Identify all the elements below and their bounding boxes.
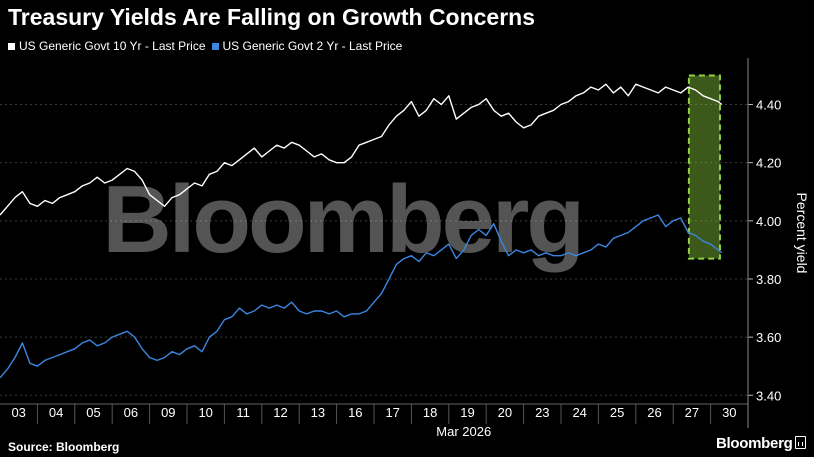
x-tick-label: 18 bbox=[423, 405, 437, 420]
x-tick-label: 27 bbox=[685, 405, 699, 420]
x-axis-label: Mar 2026 bbox=[436, 424, 491, 439]
x-tick-label: 16 bbox=[348, 405, 362, 420]
x-tick-label: 03 bbox=[11, 405, 25, 420]
y-tick-label: 4.20 bbox=[756, 156, 781, 171]
x-tick-label: 05 bbox=[86, 405, 100, 420]
x-tick-label: 19 bbox=[460, 405, 474, 420]
x-tick-label: 24 bbox=[572, 405, 586, 420]
x-tick-label: 20 bbox=[498, 405, 512, 420]
series-line-10yr bbox=[0, 83, 723, 216]
x-tick-label: 09 bbox=[161, 405, 175, 420]
x-tick-label: 10 bbox=[198, 405, 212, 420]
y-tick-label: 3.60 bbox=[756, 330, 781, 345]
source-note: Source: Bloomberg bbox=[8, 440, 120, 454]
x-tick-label: 26 bbox=[647, 405, 661, 420]
x-tick-label: 04 bbox=[49, 405, 63, 420]
x-tick-label: 23 bbox=[535, 405, 549, 420]
x-tick-label: 12 bbox=[273, 405, 287, 420]
y-tick-label: 4.40 bbox=[756, 98, 781, 113]
legend-label-10yr: US Generic Govt 10 Yr - Last Price bbox=[19, 39, 206, 53]
chart-title: Treasury Yields Are Falling on Growth Co… bbox=[8, 4, 536, 30]
x-tick-label: 17 bbox=[385, 405, 399, 420]
x-tick-label: 30 bbox=[722, 405, 736, 420]
legend-item-2yr: US Generic Govt 2 Yr - Last Price bbox=[211, 39, 403, 53]
legend: US Generic Govt 10 Yr - Last Price US Ge… bbox=[8, 39, 408, 53]
highlight-box bbox=[687, 74, 721, 260]
terminal-icon bbox=[795, 436, 807, 449]
legend-label-2yr: US Generic Govt 2 Yr - Last Price bbox=[222, 39, 403, 53]
y-tick-label: 3.80 bbox=[756, 272, 781, 287]
y-tick-label: 3.40 bbox=[756, 388, 781, 403]
brand-logo: Bloomberg bbox=[716, 435, 807, 452]
series-line-2yr bbox=[0, 214, 723, 379]
x-tick-label: 13 bbox=[311, 405, 325, 420]
brand-name: Bloomberg bbox=[716, 435, 793, 452]
x-tick-label: 06 bbox=[124, 405, 138, 420]
y-axis-label: Percent yield bbox=[794, 193, 810, 274]
watermark: Bloomberg bbox=[102, 166, 582, 273]
legend-swatch-10yr bbox=[8, 42, 15, 50]
x-tick-label: 25 bbox=[610, 405, 624, 420]
y-tick-label: 4.00 bbox=[756, 214, 781, 229]
legend-swatch-2yr bbox=[211, 42, 219, 50]
legend-item-10yr: US Generic Govt 10 Yr - Last Price bbox=[8, 39, 206, 53]
x-tick-label: 11 bbox=[236, 405, 250, 420]
